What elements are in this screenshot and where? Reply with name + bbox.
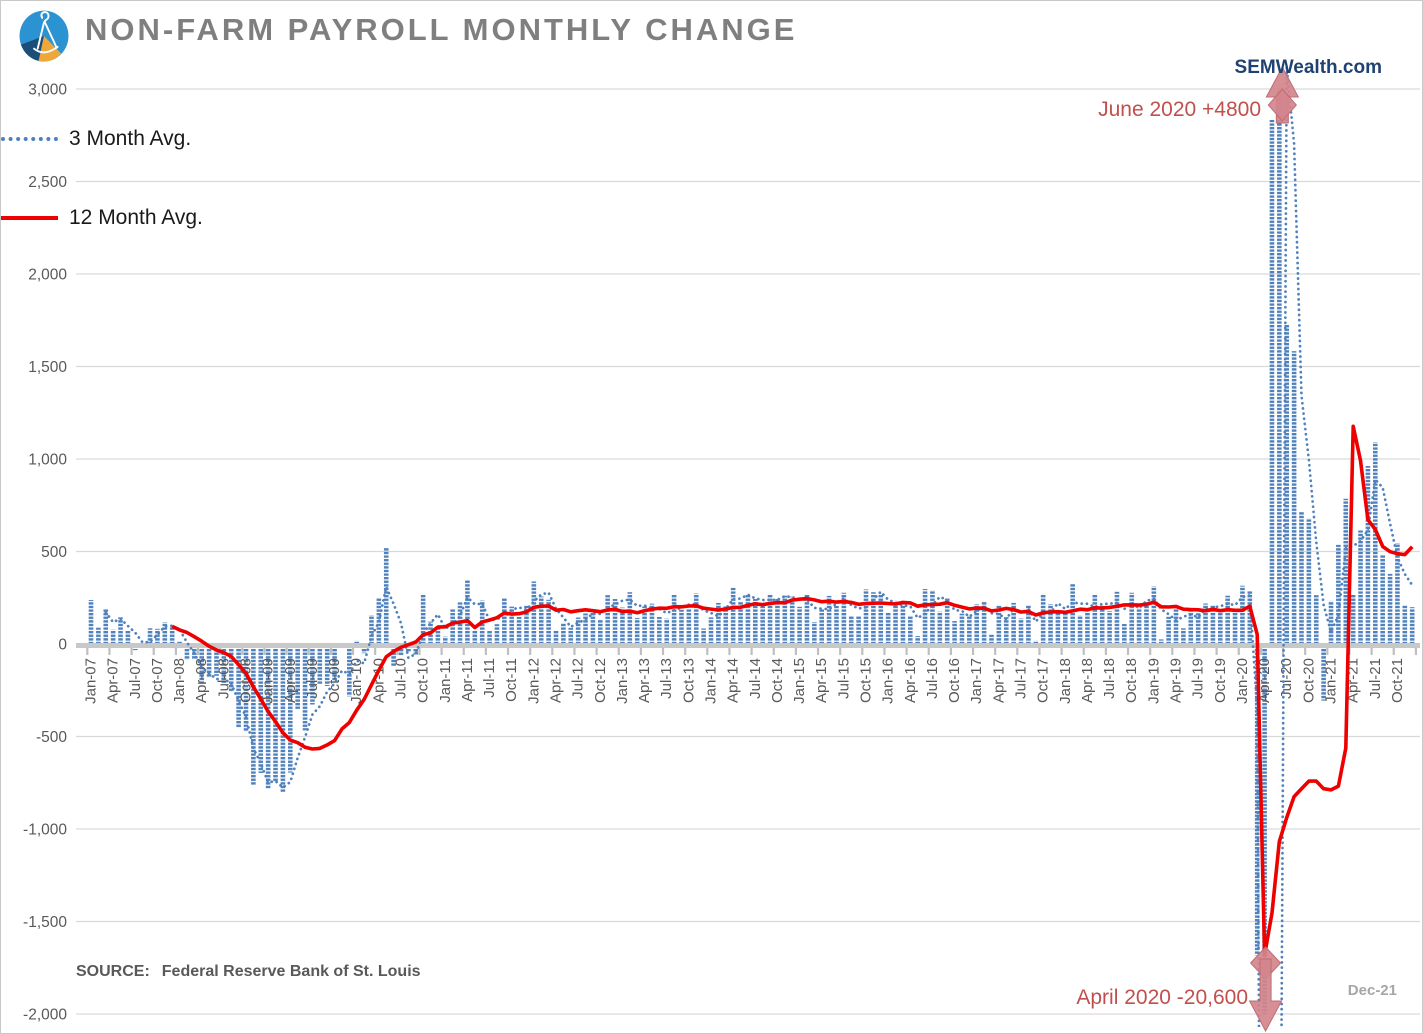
svg-text:Jan-19: Jan-19 [1145, 658, 1162, 704]
svg-text:Oct-20: Oct-20 [1300, 658, 1317, 703]
svg-text:-1,500: -1,500 [23, 914, 67, 931]
legend-item-3-month: 3 Month Avg. [1, 127, 191, 151]
svg-text:Oct-10: Oct-10 [415, 658, 432, 703]
svg-text:Oct-07: Oct-07 [149, 658, 166, 703]
svg-text:Jul-20: Jul-20 [1278, 658, 1295, 699]
svg-text:Jan-13: Jan-13 [614, 658, 631, 704]
source-label: SOURCE: [76, 963, 150, 980]
svg-text:Apr-11: Apr-11 [459, 658, 476, 702]
svg-text:Jan-16: Jan-16 [880, 658, 897, 704]
last-data-point-label: Dec-21 [1347, 982, 1397, 999]
svg-text:Jul-16: Jul-16 [924, 658, 941, 699]
svg-text:Jan-17: Jan-17 [968, 658, 985, 704]
svg-text:Apr-15: Apr-15 [813, 658, 830, 703]
svg-text:Jan-21: Jan-21 [1323, 658, 1340, 704]
svg-text:Jul-19: Jul-19 [1190, 658, 1207, 699]
svg-text:Jan-08: Jan-08 [171, 658, 188, 704]
svg-text:Jan-18: Jan-18 [1057, 658, 1074, 704]
svg-text:Oct-17: Oct-17 [1035, 658, 1052, 703]
svg-text:Oct-12: Oct-12 [592, 658, 609, 703]
brand-watermark: SEMWealth.com [1234, 57, 1382, 78]
y-axis-labels: 3,000 2,500 2,000 1,500 1,000 500 0 -500 -1,000 -… [23, 82, 67, 1024]
svg-text:Apr-10: Apr-10 [370, 658, 387, 703]
svg-text:Apr-12: Apr-12 [548, 658, 565, 703]
annotation-arrows [1248, 65, 1300, 1033]
svg-text:Jan-14: Jan-14 [703, 658, 720, 704]
svg-text:-1,000: -1,000 [23, 822, 67, 839]
svg-text:2,500: 2,500 [28, 174, 67, 191]
legend-item-12-month: 12 Month Avg. [1, 206, 203, 230]
svg-text:Jul-14: Jul-14 [747, 658, 764, 699]
svg-text:Oct-09: Oct-09 [326, 658, 343, 703]
svg-text:Jul-12: Jul-12 [570, 658, 587, 699]
svg-text:Jan-15: Jan-15 [791, 658, 808, 704]
x-axis [76, 643, 1420, 655]
svg-text:500: 500 [41, 544, 67, 561]
svg-text:Jul-21: Jul-21 [1367, 658, 1384, 699]
three-month-avg-line [104, 65, 1414, 1027]
svg-text:2,000: 2,000 [28, 267, 67, 284]
svg-text:Apr-07: Apr-07 [105, 658, 122, 703]
svg-text:Apr-16: Apr-16 [902, 658, 919, 703]
legend-label: 3 Month Avg. [69, 127, 192, 150]
annotation-april-2020: April 2020 -20,600 [1076, 986, 1248, 1009]
source-text: Federal Reserve Bank of St. Louis [161, 963, 421, 980]
svg-text:Jul-10: Jul-10 [393, 658, 410, 699]
svg-text:1,000: 1,000 [28, 452, 67, 469]
svg-text:Jan-09: Jan-09 [260, 658, 277, 704]
dotted-line-swatch [1, 137, 58, 141]
svg-text:Jul-17: Jul-17 [1013, 658, 1030, 699]
svg-text:Jul-13: Jul-13 [658, 658, 675, 699]
svg-text:Oct-21: Oct-21 [1389, 658, 1406, 703]
svg-text:Oct-16: Oct-16 [946, 658, 963, 703]
source-note: SOURCE: Federal Reserve Bank of St. Louis [76, 963, 421, 981]
svg-text:Jul-18: Jul-18 [1101, 658, 1118, 699]
svg-text:Jan-20: Jan-20 [1234, 658, 1251, 704]
svg-text:Oct-15: Oct-15 [858, 658, 875, 703]
solid-line-swatch [1, 216, 58, 220]
svg-text:Jul-15: Jul-15 [835, 658, 852, 699]
svg-text:Jan-12: Jan-12 [525, 658, 542, 704]
svg-text:Jul-09: Jul-09 [304, 658, 321, 699]
svg-text:Jul-07: Jul-07 [127, 658, 144, 699]
svg-text:Oct-18: Oct-18 [1123, 658, 1140, 703]
svg-text:Apr-19: Apr-19 [1168, 658, 1185, 703]
svg-text:Oct-19: Oct-19 [1212, 658, 1229, 703]
svg-text:Apr-13: Apr-13 [636, 658, 653, 703]
x-axis-labels: Jan-07 Apr-07 Jul-07 Oct-07 Jan-08 Apr-08 Jul-… [83, 658, 1406, 704]
sem-logo-icon [19, 10, 69, 62]
svg-text:Apr-08: Apr-08 [193, 658, 210, 703]
gridlines [76, 88, 1420, 1015]
svg-text:Apr-20: Apr-20 [1256, 658, 1273, 703]
svg-text:Jan-07: Jan-07 [83, 658, 100, 704]
svg-text:3,000: 3,000 [28, 82, 67, 99]
svg-text:Apr-18: Apr-18 [1079, 658, 1096, 703]
annotation-june-2020: June 2020 +4800 [1098, 98, 1261, 121]
page-title: NON-FARM PAYROLL MONTHLY CHANGE [85, 12, 798, 47]
monthly-change-bars [88, 89, 1415, 1014]
svg-text:Jan-10: Jan-10 [348, 658, 365, 704]
average-lines [104, 65, 1414, 1027]
svg-text:Oct-13: Oct-13 [680, 658, 697, 703]
svg-text:-2,000: -2,000 [23, 1007, 67, 1024]
svg-text:-500: -500 [36, 729, 67, 746]
legend-label: 12 Month Avg. [69, 206, 203, 229]
svg-text:1,500: 1,500 [28, 359, 67, 376]
svg-text:Oct-14: Oct-14 [769, 658, 786, 703]
svg-text:Apr-17: Apr-17 [990, 658, 1007, 703]
svg-text:Jul-11: Jul-11 [481, 658, 498, 698]
svg-text:Jan-11: Jan-11 [437, 658, 454, 703]
svg-text:0: 0 [58, 637, 67, 654]
svg-text:Apr-14: Apr-14 [725, 658, 742, 703]
twelve-month-avg-line [171, 424, 1414, 958]
svg-text:Apr-09: Apr-09 [282, 658, 299, 703]
svg-text:Oct-11: Oct-11 [503, 658, 520, 702]
